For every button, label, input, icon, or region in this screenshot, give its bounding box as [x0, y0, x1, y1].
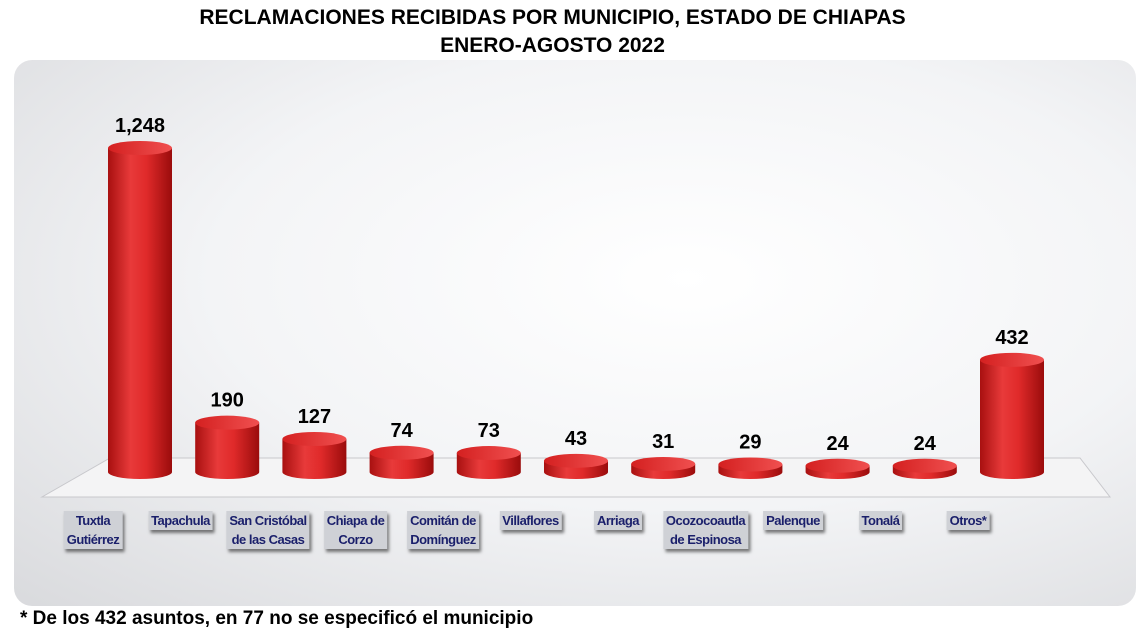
bar: [544, 453, 608, 479]
bar: [195, 415, 260, 479]
category-label: Palenque: [763, 511, 823, 530]
bar: [456, 446, 521, 479]
category-label: Tonalá: [858, 511, 903, 530]
bar: [282, 432, 347, 479]
category-label: Villaflores: [499, 511, 562, 530]
bar-cap: [631, 456, 696, 471]
data-label: 73: [478, 420, 500, 442]
chart-subtitle: ENERO-AGOSTO 2022: [440, 34, 665, 57]
bar-cap: [718, 457, 783, 472]
footnote: * De los 432 asuntos, en 77 no se especi…: [20, 608, 534, 629]
data-label: 24: [826, 433, 849, 455]
bar-body: [980, 359, 1044, 479]
data-label: 24: [914, 433, 937, 455]
bar-cap: [805, 458, 870, 473]
bar: [805, 458, 870, 479]
category-label: Arriaga: [593, 511, 643, 530]
category-label: Otros*: [946, 511, 990, 530]
category-label: Tapachula: [148, 511, 213, 530]
bar-cap: [108, 141, 172, 155]
category-label: Comitán de Domínguez: [407, 511, 479, 549]
bar-body: [369, 452, 434, 479]
bar-body: [195, 422, 260, 479]
bar-body: [456, 453, 521, 479]
category-label: Tuxtla Gutiérrez: [63, 511, 123, 549]
data-label: 74: [390, 420, 413, 442]
data-label: 432: [995, 327, 1028, 349]
chart-title: RECLAMACIONES RECIBIDAS POR MUNICIPIO, E…: [199, 6, 906, 29]
bar-body: [282, 439, 347, 479]
bar: [892, 458, 957, 479]
bar-cap: [980, 352, 1044, 367]
bar: [369, 445, 434, 479]
data-label: 43: [565, 428, 587, 450]
data-label: 29: [739, 431, 761, 453]
bar-cap: [456, 446, 521, 461]
category-label: Ocozocoautla de Espinosa: [662, 511, 749, 549]
category-label: Chiapa de Corzo: [323, 511, 388, 549]
data-label: 31: [652, 431, 674, 453]
bar-cap: [369, 445, 434, 460]
bar: [980, 352, 1044, 479]
bar-body: [108, 148, 172, 479]
data-label: 1,248: [115, 115, 165, 137]
bar-cap: [195, 415, 260, 430]
bar-cap: [282, 432, 347, 447]
bar-cap: [892, 458, 957, 473]
bar-cap: [544, 453, 608, 468]
bar: [108, 141, 172, 479]
data-label: 127: [298, 406, 331, 428]
bar: [631, 456, 696, 479]
data-label: 190: [211, 390, 244, 412]
bar: [718, 457, 783, 479]
category-label: San Cristóbal de las Casas: [226, 511, 310, 549]
